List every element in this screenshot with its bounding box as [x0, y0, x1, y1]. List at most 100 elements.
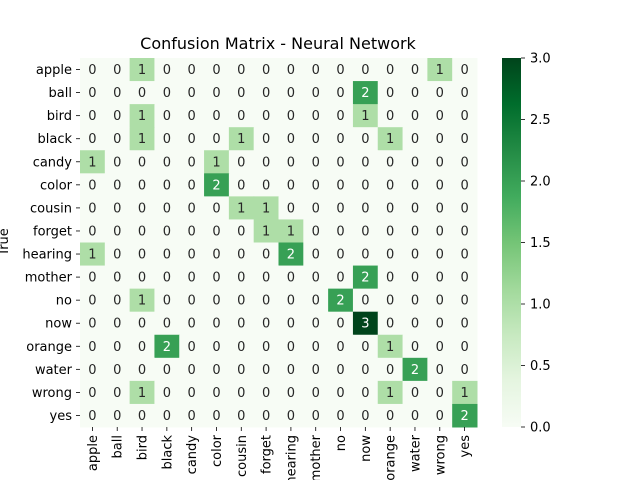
cell-value-label: 0	[411, 109, 419, 124]
cell-value-label: 0	[436, 363, 444, 378]
y-tick-label: ball	[49, 86, 72, 101]
cell-value-label: 0	[361, 340, 369, 355]
cell-value-label: 0	[262, 386, 270, 401]
heatmap-cell	[228, 380, 255, 405]
cell-value-label: 0	[138, 363, 146, 378]
heatmap-cell	[228, 150, 255, 174]
cell-value-label: 0	[212, 271, 220, 286]
cell-value-label: 1	[212, 155, 220, 170]
heatmap-cell	[154, 104, 180, 128]
cell-value-label: 1	[138, 109, 146, 124]
heatmap-cell	[278, 311, 304, 336]
cell-value-label: 0	[411, 294, 419, 309]
cell-value-label: 0	[262, 63, 270, 78]
cell-value-label: 0	[386, 409, 394, 424]
heatmap-cell	[80, 173, 106, 197]
heatmap-cell	[80, 242, 106, 267]
cell-value-label: 0	[212, 294, 220, 309]
heatmap-cell	[104, 357, 131, 382]
colorbar-tick-label: 3.0	[530, 52, 551, 67]
heatmap-cell	[179, 288, 205, 313]
cell-value-label: 0	[163, 294, 171, 309]
y-tick-label: color	[40, 178, 73, 193]
cell-value-label: 0	[312, 294, 320, 309]
heatmap-cell	[377, 150, 404, 174]
cell-value-label: 0	[336, 132, 344, 147]
cell-value-label: 2	[212, 178, 220, 193]
y-tick-label: mother	[25, 271, 73, 286]
cell-value-label: 0	[386, 248, 394, 263]
x-tick-label: hearing	[284, 435, 299, 480]
heatmap-cell	[80, 127, 106, 151]
cell-value-label: 0	[88, 294, 96, 309]
cell-value-label: 0	[88, 178, 96, 193]
cell-value-label: 0	[287, 63, 295, 78]
cell-value-label: 0	[411, 155, 419, 170]
cell-value-label: 0	[460, 224, 468, 239]
cell-value-label: 1	[262, 224, 270, 239]
heatmap-cell	[104, 265, 131, 290]
cell-value-label: 0	[237, 386, 245, 401]
cell-value-label: 1	[138, 386, 146, 401]
cell-value-label: 0	[138, 86, 146, 101]
heatmap-cell	[452, 403, 478, 428]
heatmap-cell	[80, 357, 106, 382]
heatmap-cell	[427, 81, 453, 105]
colorbar: 0.0 0.5 1.0 1.5 2.0 2.5 3.0	[502, 52, 551, 436]
cell-value-label: 0	[312, 155, 320, 170]
colorbar-tick-label: 2.0	[530, 175, 551, 190]
heatmap-cell	[129, 104, 155, 128]
cell-value-label: 0	[237, 340, 245, 355]
cell-value-label: 0	[212, 386, 220, 401]
heatmap-cell	[328, 104, 354, 128]
heatmap-cell	[452, 127, 478, 151]
heatmap-cell	[278, 81, 304, 105]
heatmap-cell	[278, 357, 304, 382]
heatmap-cell	[104, 81, 131, 105]
y-tick-label: apple	[36, 63, 72, 78]
heatmap-cell	[129, 403, 155, 428]
cell-value-label: 0	[237, 178, 245, 193]
heatmap-cell	[204, 127, 230, 151]
cell-value-label: 0	[436, 317, 444, 332]
heatmap-cell	[328, 288, 354, 313]
cell-value-label: 0	[411, 178, 419, 193]
cell-value-label: 0	[386, 155, 394, 170]
x-tick-label: color	[210, 434, 225, 467]
heatmap-cell	[303, 311, 329, 336]
heatmap-cell	[427, 127, 453, 151]
cell-value-label: 0	[237, 155, 245, 170]
heatmap-cell	[328, 265, 354, 290]
cell-value-label: 0	[336, 271, 344, 286]
x-tick-label: forget	[260, 435, 275, 474]
cell-value-label: 0	[411, 409, 419, 424]
heatmap-cell	[253, 265, 279, 290]
heatmap-cell	[303, 58, 329, 82]
heatmap-cell	[278, 127, 304, 151]
heatmap-cell	[427, 311, 453, 336]
cell-value-label: 0	[312, 386, 320, 401]
cell-value-label: 0	[237, 63, 245, 78]
cell-value-label: 0	[88, 86, 96, 101]
cell-value-label: 0	[312, 271, 320, 286]
heatmap-cell	[154, 242, 180, 267]
cell-value-label: 0	[138, 340, 146, 355]
cell-value-label: 0	[88, 363, 96, 378]
heatmap-cell	[452, 104, 478, 128]
cell-value-label: 2	[411, 363, 419, 378]
cell-value-label: 0	[212, 109, 220, 124]
cell-value-label: 0	[287, 271, 295, 286]
heatmap-cell	[427, 403, 453, 428]
cell-value-label: 0	[436, 386, 444, 401]
heatmap-cell	[303, 104, 329, 128]
cell-value-label: 0	[460, 294, 468, 309]
heatmap-cell	[452, 380, 478, 405]
cell-value-label: 0	[336, 155, 344, 170]
cell-value-label: 0	[312, 409, 320, 424]
heatmap-cell	[377, 334, 404, 359]
cell-value-label: 1	[287, 224, 295, 239]
heatmap-cell	[352, 81, 379, 105]
cell-value-label: 0	[212, 132, 220, 147]
heatmap-cell	[303, 380, 329, 405]
heatmap-cell	[402, 403, 428, 428]
